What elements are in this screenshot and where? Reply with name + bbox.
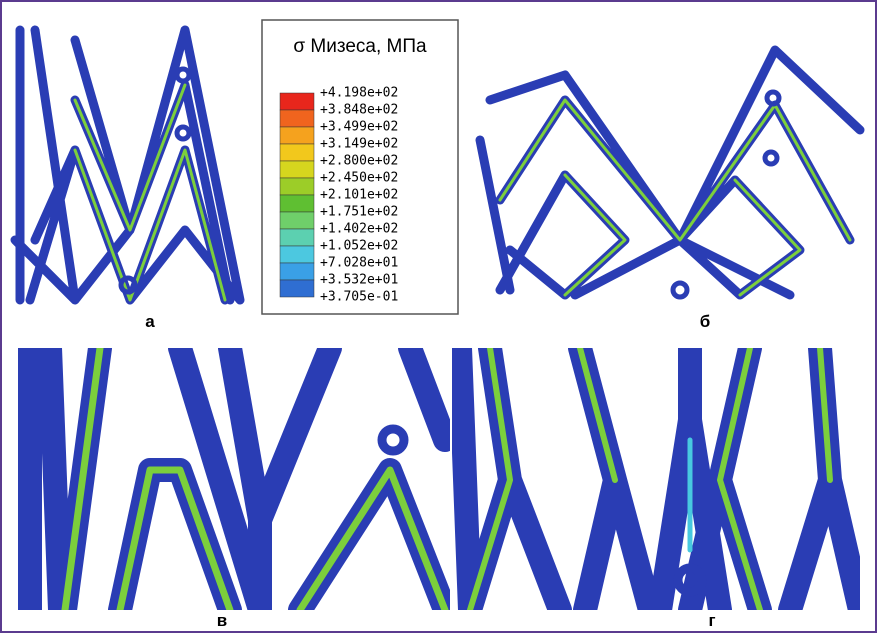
legend-label: +1.751e+02 — [320, 205, 398, 220]
legend-label: +2.450e+02 — [320, 171, 398, 186]
legend-label: +7.028e+01 — [320, 256, 398, 271]
legend-swatch — [280, 229, 314, 246]
legend-swatch — [280, 144, 314, 161]
legend-label: +1.052e+02 — [320, 239, 398, 254]
legend-label: +2.101e+02 — [320, 188, 398, 203]
legend-label: +3.705e-01 — [320, 290, 398, 305]
legend-swatch — [280, 246, 314, 263]
panel-label: в — [217, 611, 227, 630]
legend-swatch — [280, 178, 314, 195]
legend-label: +3.499e+02 — [320, 120, 398, 135]
legend-swatch — [280, 110, 314, 127]
legend-swatch — [280, 195, 314, 212]
legend-label: +3.532e+01 — [320, 273, 398, 288]
legend-title: σ Мизеса, МПа — [293, 36, 427, 57]
legend-label: +4.198e+02 — [320, 86, 398, 101]
legend-label: +2.800e+02 — [320, 154, 398, 169]
legend-swatch — [280, 127, 314, 144]
panel-label: а — [145, 312, 155, 331]
legend-swatch — [280, 263, 314, 280]
legend-label: +3.149e+02 — [320, 137, 398, 152]
legend-swatch — [280, 280, 314, 297]
page: σ Мизеса, МПа +4.198e+02 +3.848e+02 +3.499… — [0, 0, 877, 633]
legend-swatch — [280, 161, 314, 178]
legend-swatch — [280, 212, 314, 229]
legend: σ Мизеса, МПа +4.198e+02 +3.848e+02 +3.499… — [262, 20, 458, 314]
figure: σ Мизеса, МПа +4.198e+02 +3.848e+02 +3.499… — [0, 0, 877, 633]
legend-label: +3.848e+02 — [320, 103, 398, 118]
legend-swatch — [280, 93, 314, 110]
panel-label: г — [708, 611, 715, 630]
legend-label: +1.402e+02 — [320, 222, 398, 237]
panel-label: б — [700, 312, 711, 331]
